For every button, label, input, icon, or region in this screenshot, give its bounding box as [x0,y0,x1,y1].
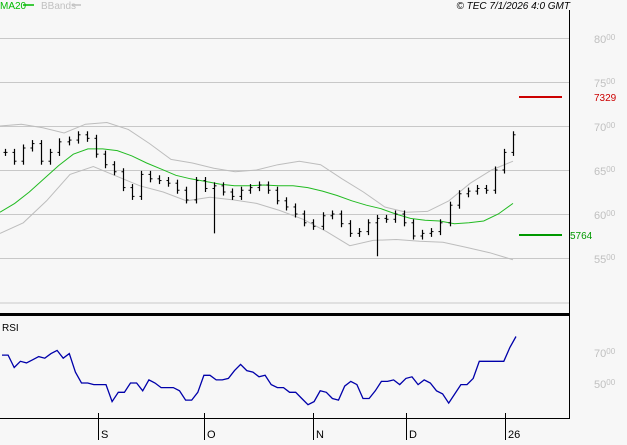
price-tick-label: 8000 [594,33,616,46]
copyright-text: © TEC 7/1/2026 4:0 GMT [456,1,570,12]
rsi-label: RSI [2,323,19,334]
rsi-tick-decimals: 00 [606,347,615,356]
legend-ma20-label: MA20 [0,1,27,12]
rsi-line [2,336,517,406]
bband-upper [0,121,514,213]
price-tick-decimals: 00 [606,77,615,86]
bband-lower [0,165,514,261]
ma20-polyline [0,148,514,225]
x-tick-label: O [207,429,216,440]
rsi-polyline [2,336,517,406]
price-tick-decimals: 00 [606,209,615,218]
x-tick-label: D [409,429,417,440]
legend: MA20 BBands [0,1,81,12]
resistance-label: 7329 [594,93,617,104]
rsi-axis-labels: 7000 5000 [594,347,616,391]
bollinger-bands [0,121,514,261]
x-tick-label: 26 [508,429,520,440]
price-gridlines [0,38,569,259]
rsi-tick-label: 7000 [594,347,616,360]
price-tick-decimals: 00 [606,253,615,262]
price-bars [3,131,516,257]
ma20-line [0,148,514,225]
price-levels: 7329 5764 [519,93,617,242]
price-tick-decimals: 00 [606,33,615,42]
price-tick-label: 7000 [594,121,616,134]
x-tick-label: N [316,429,324,440]
price-tick-label: 5500 [594,253,616,266]
price-axis-labels: 8000 7500 7000 6500 6000 5500 [594,33,616,266]
price-tick-label: 7500 [594,77,616,90]
rsi-tick-decimals: 00 [606,378,615,387]
price-tick-label: 6000 [594,209,616,222]
price-tick-label: 6500 [594,165,616,178]
rsi-tick-label: 5000 [594,378,616,391]
price-tick-decimals: 00 [606,121,615,130]
x-tick-label: S [101,429,108,440]
legend-bbands-label: BBands [41,1,76,12]
support-label: 5764 [570,231,593,242]
price-tick-decimals: 00 [606,165,615,174]
x-axis-labels: S O N D 26 [98,413,520,441]
